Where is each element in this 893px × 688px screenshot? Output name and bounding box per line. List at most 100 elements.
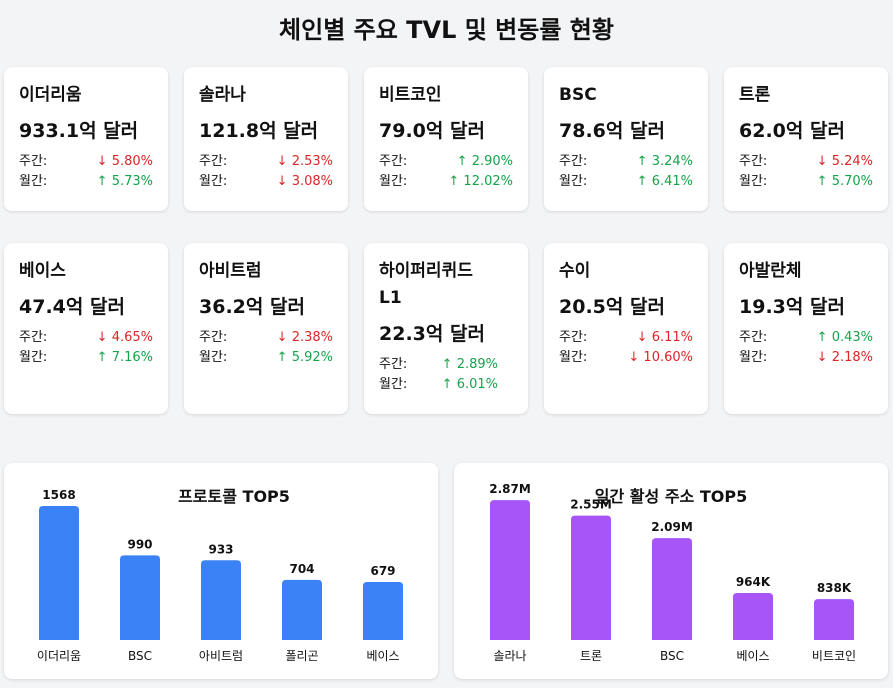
monthly-change-value: ↑ 6.41% [636,174,693,189]
weekly-change-value: ↓ 6.11% [636,330,693,345]
weekly-change-value: ↑ 2.89% [441,357,498,372]
chain-tvl: 36.2억 달러 [199,296,305,318]
weekly-change-row: 주간: ↑ 2.90% [379,152,513,172]
weekly-label: 주간: [559,154,588,169]
chain-tvl: 78.6억 달러 [559,120,665,142]
bar-value-label: 964K [736,575,771,589]
monthly-change-row: 월간: ↑ 5.73% [19,172,153,192]
bar-category-label: 베이스 [736,649,769,663]
weekly-change-value: ↑ 0.43% [816,330,873,345]
monthly-change-value: ↑ 6.01% [441,377,498,392]
chain-name: 수이 [559,261,591,281]
weekly-label: 주간: [739,330,768,345]
chain-name: 하이퍼리퀴드 L1 [379,261,473,308]
chain-card: 수이 20.5억 달러 주간: ↓ 6.11% 월간: ↓ 10.60% [544,243,708,414]
monthly-change-value: ↓ 2.18% [816,350,873,365]
monthly-change-value: ↑ 5.73% [96,174,153,189]
monthly-change-row: 월간: ↓ 10.60% [559,348,693,368]
monthly-label: 월간: [739,174,768,189]
chain-card: 비트코인 79.0억 달러 주간: ↑ 2.90% 월간: ↑ 12.02% [364,67,528,211]
monthly-label: 월간: [199,174,228,189]
chart-bar [652,538,692,640]
weekly-change-row: 주간: ↓ 6.11% [559,328,693,348]
bar-value-label: 1568 [42,488,75,502]
active-address-chart-title: 일간 활성 주소 TOP5 [594,487,748,506]
bar-category-label: 솔라나 [493,649,526,663]
bar-value-label: 2.55M [570,498,612,512]
monthly-label: 월간: [559,174,588,189]
monthly-label: 월간: [199,350,228,365]
chain-tvl: 20.5억 달러 [559,296,665,318]
bar-category-label: 베이스 [366,649,399,663]
monthly-label: 월간: [19,174,48,189]
monthly-change-value: ↑ 5.92% [276,350,333,365]
weekly-label: 주간: [199,330,228,345]
weekly-change-value: ↓ 2.53% [276,154,333,169]
weekly-change-row: 주간: ↓ 2.38% [199,328,333,348]
bar-value-label: 2.87M [489,482,531,496]
bar-value-label: 838K [817,581,852,595]
monthly-change-row: 월간: ↑ 6.41% [559,172,693,192]
chain-name: BSC [559,85,597,105]
chain-card: 아발란체 19.3억 달러 주간: ↑ 0.43% 월간: ↓ 2.18% [724,243,888,414]
weekly-label: 주간: [19,154,48,169]
bar-category-label: 이더리움 [37,649,81,663]
monthly-change-row: 월간: ↑ 7.16% [19,348,153,368]
chain-tvl: 22.3억 달러 [379,323,485,345]
chain-tvl: 47.4억 달러 [19,296,125,318]
weekly-label: 주간: [379,154,408,169]
monthly-change-row: 월간: ↑ 5.92% [199,348,333,368]
weekly-label: 주간: [559,330,588,345]
weekly-change-row: 주간: ↑ 2.89% [379,355,498,375]
bar-value-label: 2.09M [651,520,693,534]
monthly-change-value: ↑ 5.70% [816,174,873,189]
monthly-change-value: ↑ 7.16% [96,350,153,365]
chain-card: 아비트럼 36.2억 달러 주간: ↓ 2.38% 월간: ↑ 5.92% [184,243,348,414]
monthly-change-row: 월간: ↓ 2.18% [739,348,873,368]
monthly-change-row: 월간: ↑ 6.01% [379,375,498,395]
monthly-change-value: ↑ 12.02% [448,174,513,189]
chain-card: 하이퍼리퀴드 L1 22.3억 달러 주간: ↑ 2.89% 월간: ↑ 6.0… [364,243,528,414]
chain-tvl: 121.8억 달러 [199,120,319,142]
chain-name: 트론 [739,85,771,105]
bar-value-label: 679 [370,564,395,578]
protocol-chart-title: 프로토콜 TOP5 [178,487,290,506]
weekly-change-row: 주간: ↓ 5.80% [19,152,153,172]
monthly-label: 월간: [739,350,768,365]
weekly-change-value: ↓ 4.65% [96,330,153,345]
chain-tvl: 62.0억 달러 [739,120,845,142]
monthly-change-value: ↓ 10.60% [628,350,693,365]
protocol-bar-chart: 1568 이더리움 990 BSC 933 아비트럼 704 폴리곤 679 베이스 [37,488,403,663]
chain-name: 비트코인 [379,85,442,105]
weekly-label: 주간: [19,330,48,345]
chain-card: 베이스 47.4억 달러 주간: ↓ 4.65% 월간: ↑ 7.16% [4,243,168,414]
weekly-label: 주간: [199,154,228,169]
weekly-change-row: 주간: ↑ 3.24% [559,152,693,172]
chart-bar [363,581,403,640]
chain-name: 솔라나 [199,85,246,105]
active-address-chart-panel: 일간 활성 주소 TOP5 2.87M 솔라나 2.55M 트론 2.09M BSC 964… [454,463,888,679]
bar-category-label: 트론 [580,649,602,663]
chain-card: 이더리움 933.1억 달러 주간: ↓ 5.80% 월간: ↑ 5.73% [4,67,168,211]
protocol-chart-panel: 프로토콜 TOP5 1568 이더리움 990 BSC 933 아비트럼 704 폴리곤 679… [4,463,438,679]
weekly-change-row: 주간: ↓ 5.24% [739,152,873,172]
chain-tvl: 79.0억 달러 [379,120,485,142]
chain-tvl: 19.3억 달러 [739,296,845,318]
page-title: 체인별 주요 TVL 및 변동률 현황 [279,16,614,44]
chart-bar [571,515,611,640]
monthly-change-row: 월간: ↑ 12.02% [379,172,513,192]
chain-name: 베이스 [19,261,66,281]
bar-value-label: 704 [289,562,314,576]
chart-bar [201,560,241,640]
bar-category-label: 폴리곤 [285,649,318,663]
monthly-change-value: ↓ 3.08% [276,174,333,189]
chain-name: 아비트럼 [199,261,262,281]
chart-bar [733,592,773,640]
bar-category-label: 아비트럼 [199,649,243,663]
active-address-bar-chart: 2.87M 솔라나 2.55M 트론 2.09M BSC 964K 베이스 838K 비트코인 [489,482,856,663]
chart-bar [39,506,79,640]
chain-card: 트론 62.0억 달러 주간: ↓ 5.24% 월간: ↑ 5.70% [724,67,888,211]
chain-card: 솔라나 121.8억 달러 주간: ↓ 2.53% 월간: ↓ 3.08% [184,67,348,211]
monthly-change-row: 월간: ↑ 5.70% [739,172,873,192]
weekly-change-row: 주간: ↓ 2.53% [199,152,333,172]
